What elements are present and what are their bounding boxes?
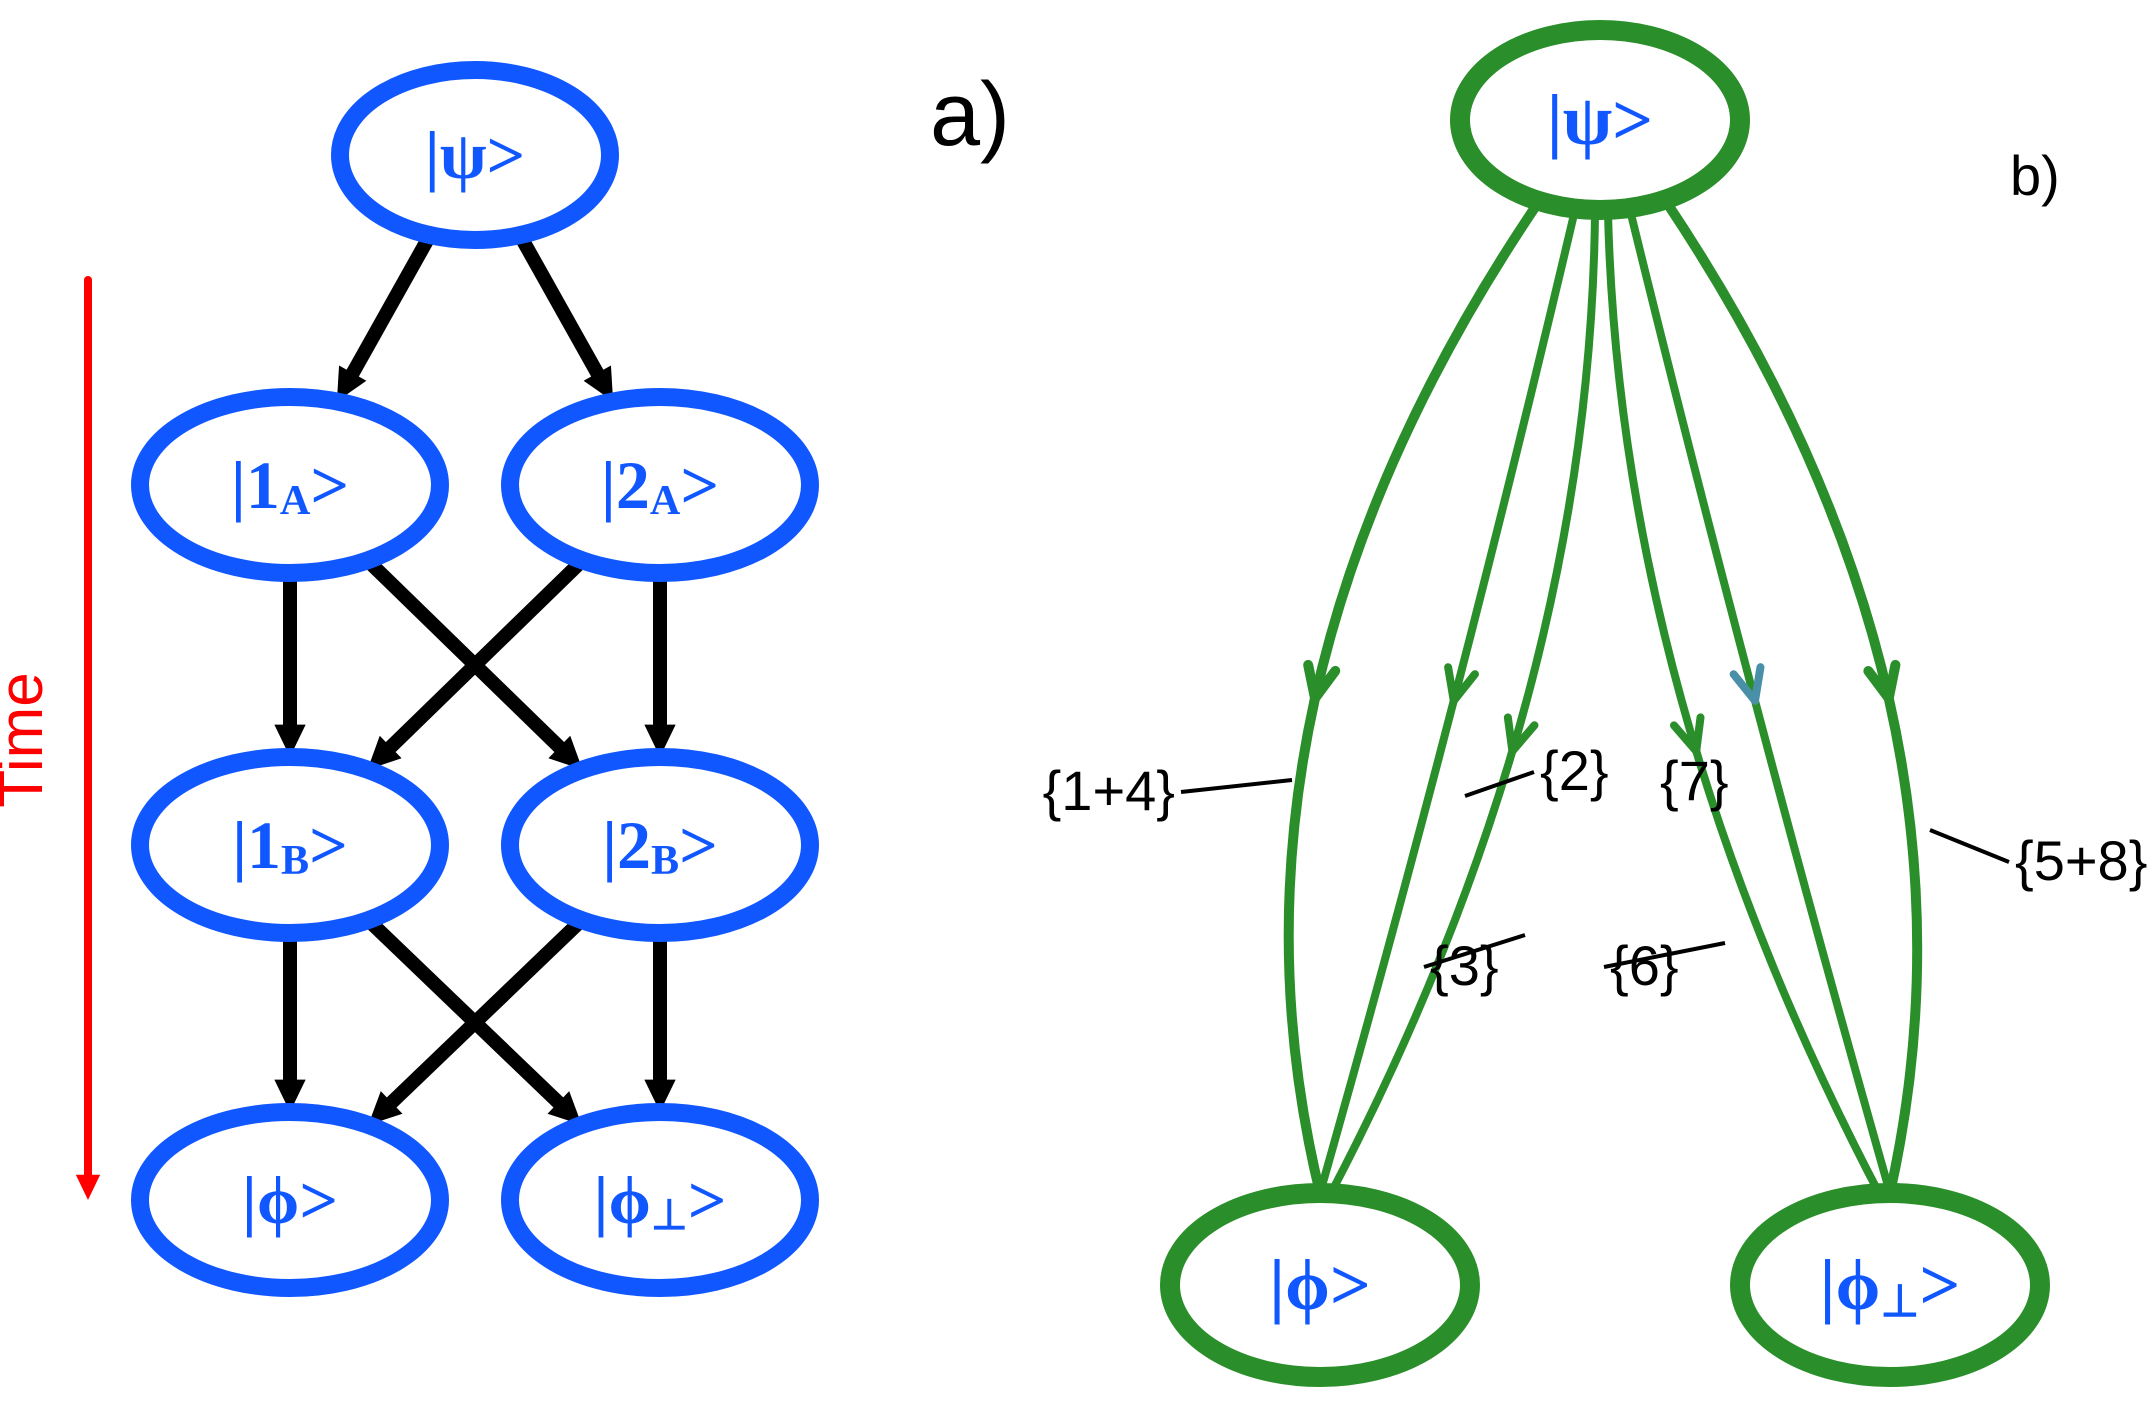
panel-a-label: a)	[930, 65, 1010, 165]
node-phi: |ϕ>	[1170, 1193, 1470, 1377]
panel-b-label: b)	[2010, 144, 2060, 207]
path-label-5: {6}	[1610, 934, 1679, 997]
node-label-psi: |ψ>	[1547, 80, 1653, 160]
path-p3	[1330, 213, 1595, 1195]
panel-b: {1+4} {2} {7} {5+8} {3} {6} |ψ> |ϕ> |ϕ⊥> b)	[1043, 30, 2148, 1377]
node-label-psi: |ψ>	[425, 117, 526, 193]
panel-a-arrows	[274, 235, 675, 1125]
node-psi: |ψ>	[340, 70, 610, 240]
path-label-3: {5+8}	[2015, 829, 2147, 892]
node-phiP: |ϕ⊥>	[510, 1112, 810, 1288]
leader-line-3	[1930, 830, 2009, 862]
path-p58	[1665, 200, 1917, 1193]
panel-a: Time |ψ> |1A> |2A> |1B> |2B> |ϕ> |ϕ⊥> a)	[0, 65, 1010, 1288]
node-psi: |ψ>	[1460, 30, 1740, 210]
time-axis-label: Time	[0, 672, 56, 807]
node-2A: |2A>	[510, 397, 810, 573]
node-2B: |2B>	[510, 757, 810, 933]
path-label-2: {7}	[1660, 749, 1729, 812]
node-label-phi: |ϕ>	[1269, 1245, 1371, 1325]
leader-line-0	[1181, 780, 1292, 792]
node-phiP: |ϕ⊥>	[1740, 1193, 2040, 1377]
panel-b-paths	[1289, 200, 1917, 1195]
path-label-4: {3}	[1430, 934, 1499, 997]
path-label-1: {2}	[1540, 739, 1609, 802]
node-label-phi: |ϕ>	[242, 1162, 338, 1238]
path-label-0: {1+4}	[1043, 759, 1175, 822]
node-phi: |ϕ>	[140, 1112, 440, 1288]
path-p14	[1289, 200, 1540, 1193]
path-p6	[1608, 213, 1880, 1195]
node-1B: |1B>	[140, 757, 440, 933]
node-1A: |1A>	[140, 397, 440, 573]
